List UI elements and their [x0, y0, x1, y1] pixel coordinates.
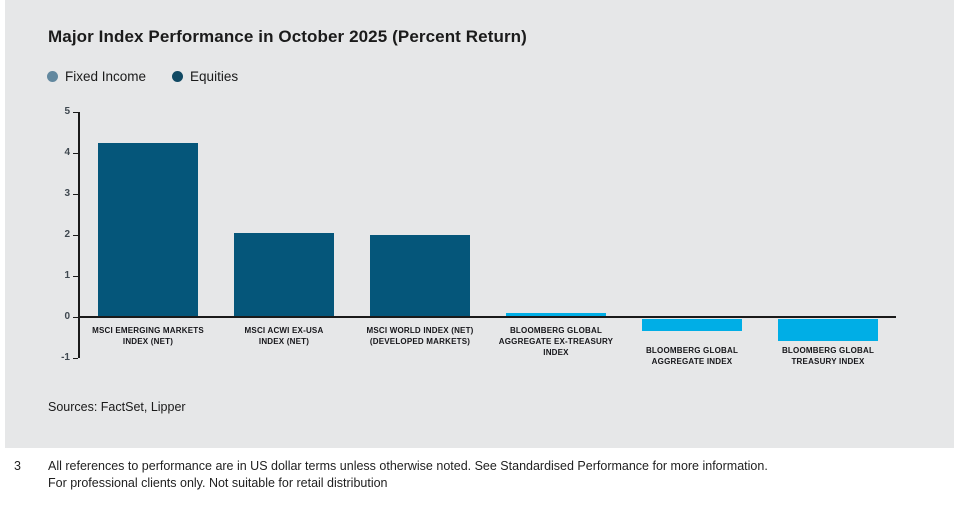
category-label: MSCI EMERGING MARKETS INDEX (NET)	[75, 325, 221, 347]
category-label: MSCI WORLD INDEX (NET) (DEVELOPED MARKETS…	[347, 325, 493, 347]
footnote-text: All references to performance are in US …	[48, 458, 908, 492]
y-axis-line	[78, 112, 80, 358]
chart-title: Major Index Performance in October 2025 …	[48, 27, 527, 46]
zero-baseline	[78, 316, 896, 318]
bar	[234, 232, 334, 317]
bar	[98, 142, 198, 317]
footnote-line-2: For professional clients only. Not suita…	[48, 476, 388, 490]
category-label-line: AGGREGATE EX-TREASURY	[498, 337, 614, 346]
bar-chart-plot: 5 4 3 2 1 0 -1 MSCI EMERGING MARKETS INDEX (NET)…	[61, 106, 901, 367]
legend-label-fixed-income: Fixed Income	[65, 69, 147, 84]
category-label-line: AGGREGATE INDEX	[651, 357, 733, 366]
y-axis-tick-label: 4	[64, 147, 70, 158]
legend-item-fixed-income: Fixed Income	[47, 69, 146, 84]
fixed-income-dot-icon	[47, 71, 58, 82]
category-label-line: TREASURY INDEX	[791, 357, 865, 366]
chart-legend: Fixed Income Equities	[47, 69, 238, 84]
category-label-line: MSCI WORLD INDEX (NET)	[366, 326, 474, 335]
y-axis-tick-label: 0	[64, 311, 70, 322]
category-label: BLOOMBERG GLOBAL AGGREGATE INDEX	[619, 345, 765, 367]
y-axis-tick-label: 5	[64, 106, 70, 117]
category-label-line: BLOOMBERG GLOBAL	[645, 346, 739, 355]
category-label: BLOOMBERG GLOBAL AGGREGATE EX-TREASURY IND…	[483, 325, 629, 358]
equities-dot-icon	[172, 71, 184, 82]
y-axis-tick	[73, 111, 78, 113]
category-label-line: BLOOMBERG GLOBAL	[781, 346, 875, 355]
y-axis-tick	[73, 275, 78, 277]
bar	[642, 318, 742, 331]
y-axis-tick	[73, 316, 78, 318]
y-axis-tick-label: 2	[64, 229, 70, 240]
legend-label-equities: Equities	[190, 69, 239, 84]
footnote-line-1: All references to performance are in US …	[48, 459, 768, 473]
category-label-line: MSCI ACWI EX-USA	[244, 326, 324, 335]
category-label-line: MSCI EMERGING MARKETS	[92, 326, 204, 335]
category-label-line: INDEX (NET)	[258, 337, 310, 346]
bar	[778, 318, 878, 342]
category-label: BLOOMBERG GLOBAL TREASURY INDEX	[755, 345, 901, 367]
sources-note: Sources: FactSet, Lipper	[48, 400, 186, 414]
bar	[506, 312, 606, 317]
category-label-line: BLOOMBERG GLOBAL	[509, 326, 603, 335]
category-label: MSCI ACWI EX-USA INDEX (NET)	[211, 325, 357, 347]
legend-item-equities: Equities	[172, 69, 238, 84]
y-axis-tick-label: -1	[61, 352, 70, 363]
category-label-line: INDEX (NET)	[122, 337, 174, 346]
category-label-line: (DEVELOPED MARKETS)	[369, 337, 471, 346]
y-axis-tick	[73, 193, 78, 195]
y-axis-tick-label: 1	[64, 270, 70, 281]
category-label-line: INDEX	[543, 348, 569, 357]
footnote-number: 3	[14, 459, 21, 473]
y-axis-tick	[73, 152, 78, 154]
y-axis-tick	[73, 357, 78, 359]
y-axis-tick-label: 3	[64, 188, 70, 199]
y-axis-tick	[73, 234, 78, 236]
bar	[370, 235, 470, 317]
